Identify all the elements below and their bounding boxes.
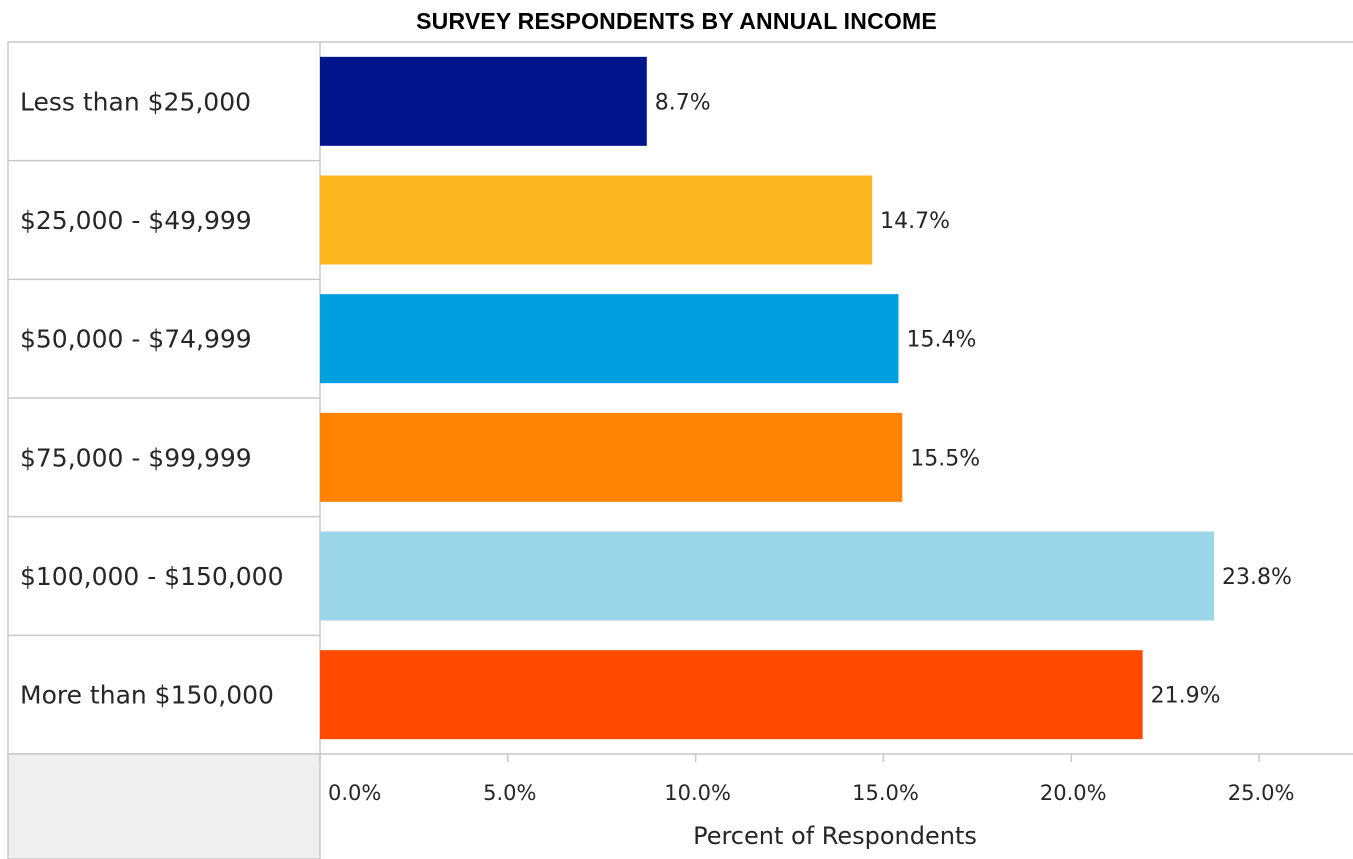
data-label: 23.8% (1222, 565, 1292, 590)
bar (320, 56, 647, 146)
x-tick-label: 25.0% (1228, 781, 1295, 805)
data-label: 15.5% (910, 446, 980, 471)
category-label: $75,000 - $99,999 (20, 443, 252, 472)
x-tick-label: 0.0% (328, 781, 381, 805)
category-label: $100,000 - $150,000 (20, 562, 284, 591)
category-label: More than $150,000 (20, 681, 274, 710)
bar (320, 531, 1215, 621)
category-label: $50,000 - $74,999 (20, 325, 252, 354)
bar (320, 650, 1143, 740)
bar (320, 175, 873, 265)
x-tick-label: 5.0% (483, 781, 536, 805)
category-label: $25,000 - $49,999 (20, 206, 252, 235)
x-ticks-group: 0.0% 5.0% 10.0% 15.0% 20.0% 25.0% (319, 754, 1295, 805)
bar (320, 294, 899, 384)
data-label: 15.4% (906, 328, 976, 353)
data-label: 8.7% (655, 90, 711, 115)
x-tick-label: 10.0% (664, 781, 731, 805)
bar (320, 412, 903, 502)
data-label: 14.7% (880, 209, 950, 234)
x-axis-title: Percent of Respondents (693, 822, 977, 850)
data-label: 21.9% (1151, 684, 1221, 709)
category-rows: Less than $25,000 $25,000 - $49,999 $50,00… (8, 87, 320, 710)
corner-cell (7, 753, 321, 859)
bars-group: 8.7% 14.7% 15.4% 15.5% 23.8% 21.9% (320, 56, 1292, 740)
chart-title: SURVEY RESPONDENTS BY ANNUAL INCOME (416, 8, 937, 34)
category-label: Less than $25,000 (20, 87, 251, 116)
x-tick-label: 20.0% (1040, 781, 1107, 805)
x-tick-label: 15.0% (852, 781, 919, 805)
